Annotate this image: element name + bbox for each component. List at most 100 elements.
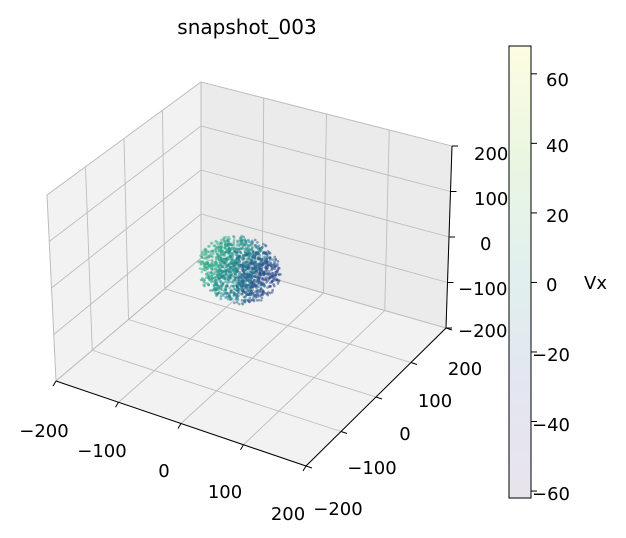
data-point xyxy=(224,257,228,261)
data-point xyxy=(216,265,220,269)
data-point xyxy=(223,239,227,243)
data-point xyxy=(234,281,238,285)
scatter-points xyxy=(197,234,282,306)
data-point xyxy=(220,292,223,295)
data-point xyxy=(253,290,257,294)
z-tick-label: −100 xyxy=(458,279,507,300)
data-point xyxy=(214,283,218,287)
data-point xyxy=(269,264,273,268)
data-point xyxy=(226,292,230,295)
data-point xyxy=(217,258,221,262)
data-point xyxy=(232,284,236,288)
data-point xyxy=(269,261,273,265)
data-point xyxy=(202,264,206,267)
data-point xyxy=(245,257,249,261)
data-point xyxy=(214,288,218,292)
data-point xyxy=(263,277,267,280)
data-point xyxy=(220,250,223,253)
data-point xyxy=(216,253,219,256)
data-point xyxy=(271,258,275,261)
data-point xyxy=(261,276,264,280)
grid-line xyxy=(55,257,202,382)
z-tick-label: 0 xyxy=(480,234,491,255)
data-point xyxy=(214,260,217,264)
y-tick-mark xyxy=(375,396,383,400)
data-point xyxy=(231,255,234,259)
data-point xyxy=(246,287,250,290)
data-point xyxy=(260,296,264,300)
data-point xyxy=(239,251,242,254)
data-point xyxy=(265,260,269,264)
data-point xyxy=(217,276,220,280)
data-point xyxy=(236,239,239,243)
data-point xyxy=(209,289,212,292)
data-point xyxy=(228,286,231,290)
data-point xyxy=(237,244,241,248)
x-tick-label: 200 xyxy=(271,504,305,525)
data-point xyxy=(273,267,277,271)
grid-line xyxy=(200,125,451,192)
data-point xyxy=(250,271,254,275)
data-point xyxy=(224,271,228,274)
chart-title: snapshot_003 xyxy=(177,15,316,39)
data-point xyxy=(274,270,278,274)
data-point xyxy=(250,285,253,288)
data-point xyxy=(203,247,207,251)
data-point xyxy=(241,261,245,265)
data-point xyxy=(201,253,204,256)
grid-line xyxy=(164,288,412,363)
data-point xyxy=(242,257,246,261)
data-point xyxy=(224,288,228,292)
data-point xyxy=(219,294,223,298)
data-point xyxy=(226,297,230,301)
data-point xyxy=(274,273,277,276)
data-point xyxy=(246,260,249,264)
data-point xyxy=(231,253,235,257)
data-point xyxy=(238,256,241,259)
data-point xyxy=(234,247,238,251)
data-point xyxy=(209,241,213,245)
data-point xyxy=(232,238,236,242)
data-point xyxy=(258,294,261,298)
data-point xyxy=(235,296,239,300)
data-point xyxy=(251,250,255,254)
data-point xyxy=(253,285,256,288)
data-point xyxy=(259,264,263,268)
data-point xyxy=(224,280,227,284)
data-point xyxy=(274,257,278,261)
data-point xyxy=(249,289,253,293)
data-point xyxy=(272,282,275,286)
data-point xyxy=(209,271,213,275)
data-point xyxy=(210,254,213,258)
data-point xyxy=(241,284,245,288)
data-point xyxy=(224,265,228,268)
x-tick-label: −200 xyxy=(19,421,68,442)
data-point xyxy=(225,239,229,243)
data-point xyxy=(247,283,250,287)
data-point xyxy=(260,267,264,271)
z-tick-label: 200 xyxy=(474,144,508,165)
data-point xyxy=(229,242,233,246)
data-point xyxy=(237,258,241,262)
data-point xyxy=(246,266,249,270)
data-point xyxy=(232,240,236,244)
data-point xyxy=(215,262,219,266)
x-tick-label: 0 xyxy=(158,461,169,482)
data-point xyxy=(238,270,242,274)
data-point xyxy=(249,261,252,265)
data-point xyxy=(207,283,210,287)
data-point xyxy=(219,281,223,285)
data-point xyxy=(244,247,248,251)
data-point xyxy=(229,262,233,265)
data-point xyxy=(255,269,258,273)
data-point xyxy=(244,253,248,257)
data-point xyxy=(271,288,275,292)
data-point xyxy=(227,270,231,273)
data-point xyxy=(259,298,263,302)
data-point xyxy=(256,290,260,293)
data-point xyxy=(225,260,228,264)
data-point xyxy=(224,243,228,247)
data-point xyxy=(243,264,247,268)
data-point xyxy=(257,282,260,286)
data-point xyxy=(216,242,220,246)
